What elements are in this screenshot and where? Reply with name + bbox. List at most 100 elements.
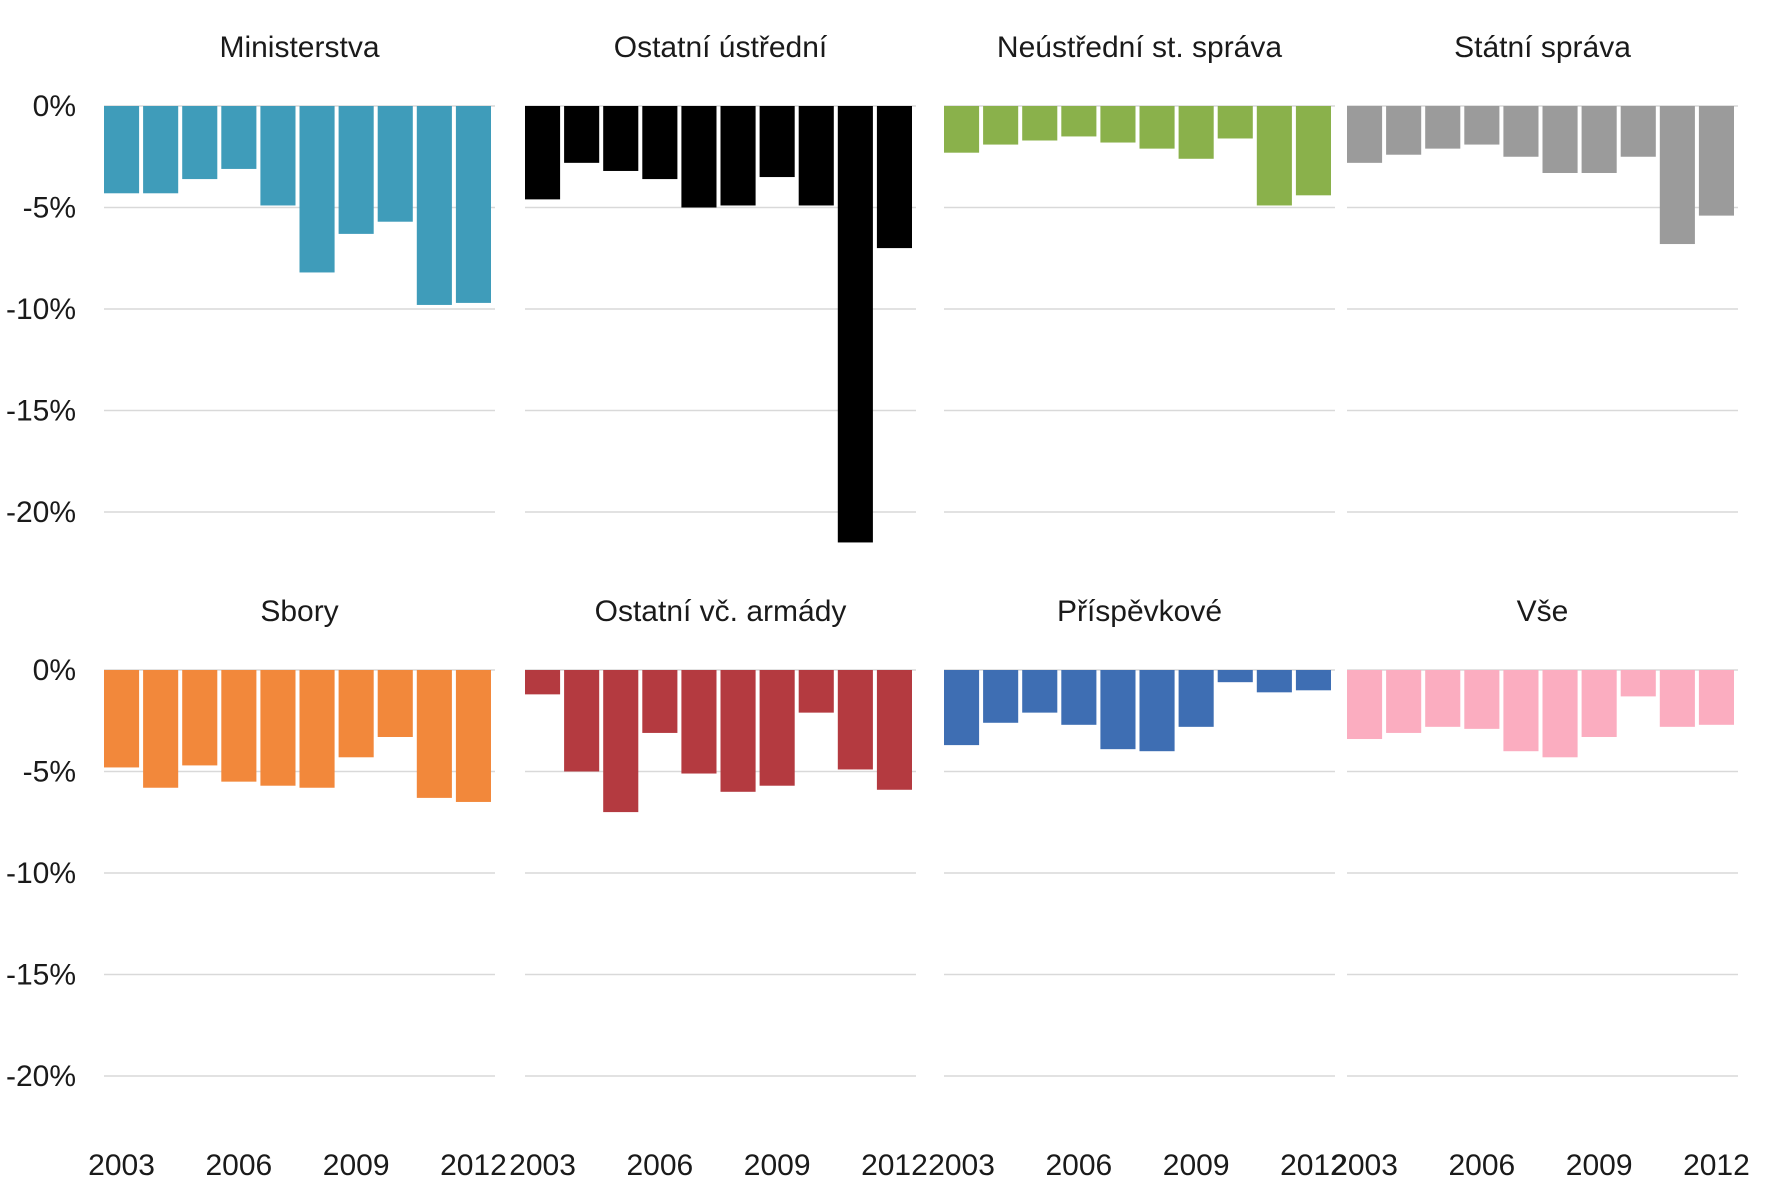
bar — [182, 106, 218, 180]
bar — [1061, 670, 1097, 725]
bar — [720, 670, 756, 792]
bar — [1178, 670, 1214, 727]
bar — [455, 106, 491, 303]
bar — [798, 670, 834, 713]
bar — [1100, 670, 1136, 750]
panel-title: Vše — [1517, 595, 1569, 628]
bar — [1256, 106, 1292, 206]
bar — [1503, 670, 1539, 752]
bar — [1178, 106, 1214, 159]
bar — [1061, 106, 1097, 137]
bar — [525, 670, 561, 695]
bar — [681, 106, 717, 208]
bar — [564, 670, 600, 772]
bar — [377, 106, 413, 222]
bar — [759, 106, 795, 178]
bar — [1386, 106, 1422, 155]
bar — [299, 670, 335, 788]
x-tick-label: 2006 — [1045, 1149, 1112, 1181]
x-tick-label: 2012 — [440, 1149, 507, 1181]
bar — [681, 670, 717, 774]
y-tick-label: -5% — [23, 756, 76, 789]
x-tick-label: 2012 — [1280, 1149, 1347, 1181]
x-tick-label: 2003 — [88, 1149, 155, 1181]
bar — [104, 670, 140, 768]
y-tick-label: -20% — [6, 1060, 76, 1093]
x-tick-label: 2006 — [626, 1149, 693, 1181]
bar — [720, 106, 756, 206]
bar — [1542, 670, 1578, 758]
y-tick-label: -15% — [6, 959, 76, 992]
bar — [377, 670, 413, 737]
bar — [221, 670, 257, 782]
x-tick-label: 2009 — [1566, 1149, 1633, 1181]
bar — [1100, 106, 1136, 143]
bar — [1139, 670, 1175, 752]
y-tick-label: -5% — [23, 192, 76, 225]
bar — [1256, 670, 1292, 693]
bar — [260, 106, 296, 206]
bar — [416, 106, 452, 305]
bar — [338, 106, 374, 234]
x-tick-label: 2012 — [861, 1149, 928, 1181]
x-tick-label: 2003 — [928, 1149, 995, 1181]
panel-title: Ostatní vč. armády — [595, 595, 847, 628]
bar — [338, 670, 374, 758]
x-tick-label: 2006 — [1448, 1149, 1515, 1181]
panel-title: Ministerstva — [219, 31, 379, 64]
bar — [1295, 106, 1331, 196]
bar — [1542, 106, 1578, 173]
bar — [260, 670, 296, 786]
bar — [1347, 670, 1383, 740]
bar — [603, 106, 639, 171]
bar — [983, 670, 1019, 723]
y-tick-label: 0% — [33, 90, 76, 123]
bar — [182, 670, 218, 766]
bar — [455, 670, 491, 802]
bar — [876, 670, 912, 790]
x-tick-label: 2003 — [1331, 1149, 1398, 1181]
y-tick-label: -10% — [6, 293, 76, 326]
bar — [1698, 106, 1734, 216]
bar — [1464, 670, 1500, 729]
bar — [1425, 670, 1461, 727]
bar — [837, 670, 873, 770]
x-tick-label: 2003 — [509, 1149, 576, 1181]
bar — [1620, 670, 1656, 697]
bar — [798, 106, 834, 206]
bar — [104, 106, 140, 194]
bar — [1464, 106, 1500, 145]
bar — [1139, 106, 1175, 149]
bar — [1295, 670, 1331, 691]
bar — [143, 106, 179, 194]
bar — [299, 106, 335, 273]
bar — [564, 106, 600, 163]
x-tick-label: 2009 — [744, 1149, 811, 1181]
bar — [1217, 106, 1253, 139]
bar — [603, 670, 639, 813]
bar — [944, 670, 980, 746]
bar — [416, 670, 452, 798]
bar — [642, 670, 678, 733]
panel-title: Příspěvkové — [1057, 595, 1222, 628]
bar — [1425, 106, 1461, 149]
bar — [1217, 670, 1253, 683]
bar — [944, 106, 980, 153]
panel-title: Ostatní ústřední — [614, 31, 828, 64]
bar — [837, 106, 873, 543]
bar — [759, 670, 795, 786]
bar — [1386, 670, 1422, 733]
bar — [1698, 670, 1734, 725]
x-tick-label: 2009 — [323, 1149, 390, 1181]
bar — [983, 106, 1019, 145]
bar — [221, 106, 257, 169]
panel-title: Sbory — [260, 595, 338, 628]
bar — [1022, 670, 1058, 713]
bar — [1347, 106, 1383, 163]
bar — [1022, 106, 1058, 141]
y-tick-label: -10% — [6, 857, 76, 890]
bar — [525, 106, 561, 200]
bar — [143, 670, 179, 788]
bar — [642, 106, 678, 180]
